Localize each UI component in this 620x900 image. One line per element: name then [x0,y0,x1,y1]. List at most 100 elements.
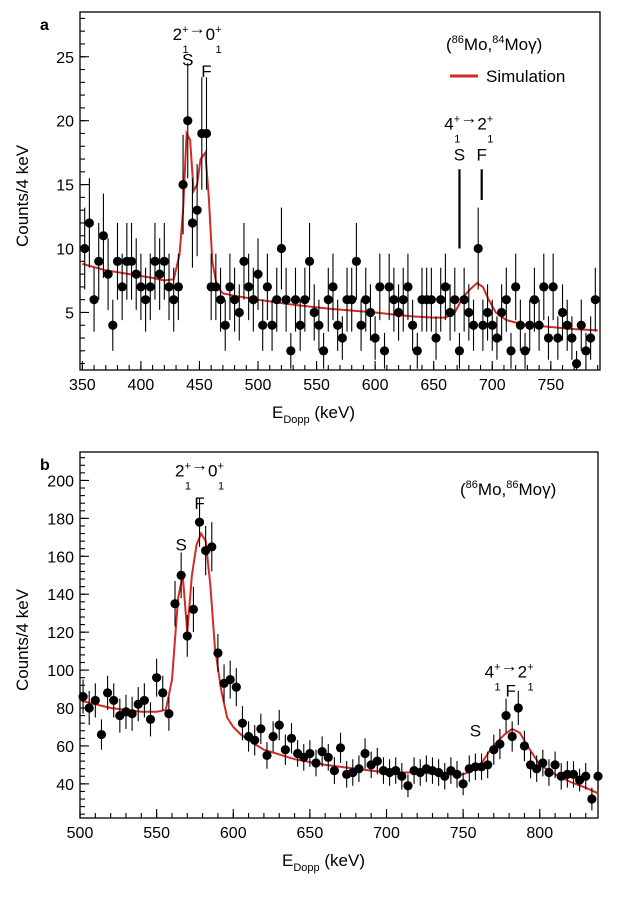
panel-a-data-points [80,63,600,370]
peak-label: S [470,721,481,740]
panel-a-legend: Simulation [450,67,565,86]
data-point [90,695,100,706]
panel-a-chart: a 350 400 450 500 550 600 650 700 750 5 10 15 20 25 2… [13,11,601,426]
data-point [548,282,558,292]
data-point [398,295,408,305]
data-point [329,765,340,776]
data-point [109,695,119,706]
data-point [586,333,596,343]
x-tick-label: 600 [362,377,389,394]
data-point [145,714,156,724]
data-point [501,710,511,721]
data-point [403,781,413,791]
data-point [295,320,305,330]
data-point [458,779,468,789]
data-point [98,231,109,241]
data-point [207,542,217,552]
data-point [268,731,278,742]
data-point [239,256,249,266]
panel-a-reaction-label: (86Mo,84Moγ) [446,34,542,54]
panel-b-axes: 500 550 600 650 700 750 800 40 60 80 100 120 140 160 1… [47,457,587,842]
data-point [450,295,460,305]
x-tick-label: 750 [450,825,477,842]
x-tick-label: 400 [128,377,155,394]
data-point [286,346,296,356]
data-point [397,771,407,781]
data-point [150,256,160,266]
data-point [440,282,451,292]
y-tick-label: 40 [56,777,74,794]
data-point [229,295,240,305]
data-point [140,295,151,305]
data-point [304,256,315,266]
x-tick-label: 600 [220,825,247,842]
data-point [211,282,221,292]
data-point [152,673,162,683]
data-point [544,767,554,778]
x-tick-label: 450 [186,377,213,394]
data-point [194,517,205,527]
peak-label: S [182,51,193,70]
data-point [483,760,493,770]
data-point [253,269,263,279]
transition-label: 4+ 1→2+ 1 [444,109,493,146]
transition-label: 4+ 1→2+ 1 [485,657,534,694]
data-point [351,256,361,266]
transition-label: 2+ 1→0+ 1 [173,19,222,56]
data-point [519,741,530,751]
data-point [459,295,469,305]
data-point [370,333,380,343]
x-tick-label: 500 [245,377,272,394]
data-point [84,703,94,713]
peak-label: S [454,145,465,164]
y-tick-label: 10 [56,242,74,259]
data-point [102,688,113,698]
data-point [581,771,591,781]
y-tick-label: 60 [56,739,74,756]
data-point [403,282,413,292]
data-point [538,758,548,768]
peak-label: F [505,682,515,701]
data-point [164,709,174,719]
data-point [590,295,600,305]
data-point [215,295,226,305]
data-point [258,320,268,330]
data-point [237,718,248,728]
data-point [213,648,223,658]
peak-label: F [477,145,487,164]
data-point [84,218,94,228]
data-point [328,282,338,292]
data-point [562,320,572,330]
data-point [506,346,516,356]
data-point [393,307,404,318]
data-point [445,307,455,318]
panel-b-reaction-label: (86Mo,86Moγ) [460,479,556,499]
data-point [286,733,297,743]
data-point [182,631,192,641]
data-point [244,282,254,292]
data-point [164,282,174,292]
data-point [440,771,450,781]
data-point [557,307,568,318]
data-point [520,346,530,356]
y-tick-label: 20 [56,114,74,131]
data-point [361,295,371,305]
data-point [250,735,260,745]
data-point [426,295,436,305]
data-point [112,256,123,266]
peak-label: S [175,536,186,555]
data-point [272,295,282,305]
panel-a-x-axis-label: EDopp (keV) [272,403,355,426]
data-point [309,307,319,318]
x-tick-label: 550 [143,825,170,842]
data-point [354,764,364,774]
data-point [473,243,483,254]
data-point [94,256,104,266]
data-point [169,295,179,305]
data-point [464,307,474,318]
data-point [576,320,586,330]
data-point [305,748,315,759]
